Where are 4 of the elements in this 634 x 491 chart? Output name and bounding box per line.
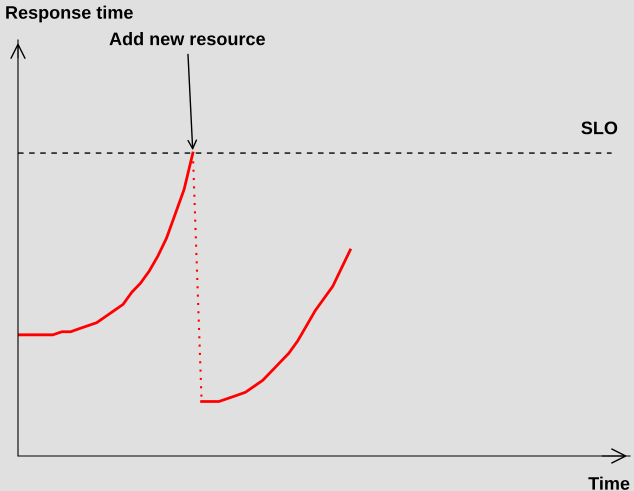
x-axis-title: Time [588,476,630,490]
text: Response time [6,6,133,22]
text: Add new resource [109,32,265,46]
ref-line-label: SLO [581,122,618,134]
